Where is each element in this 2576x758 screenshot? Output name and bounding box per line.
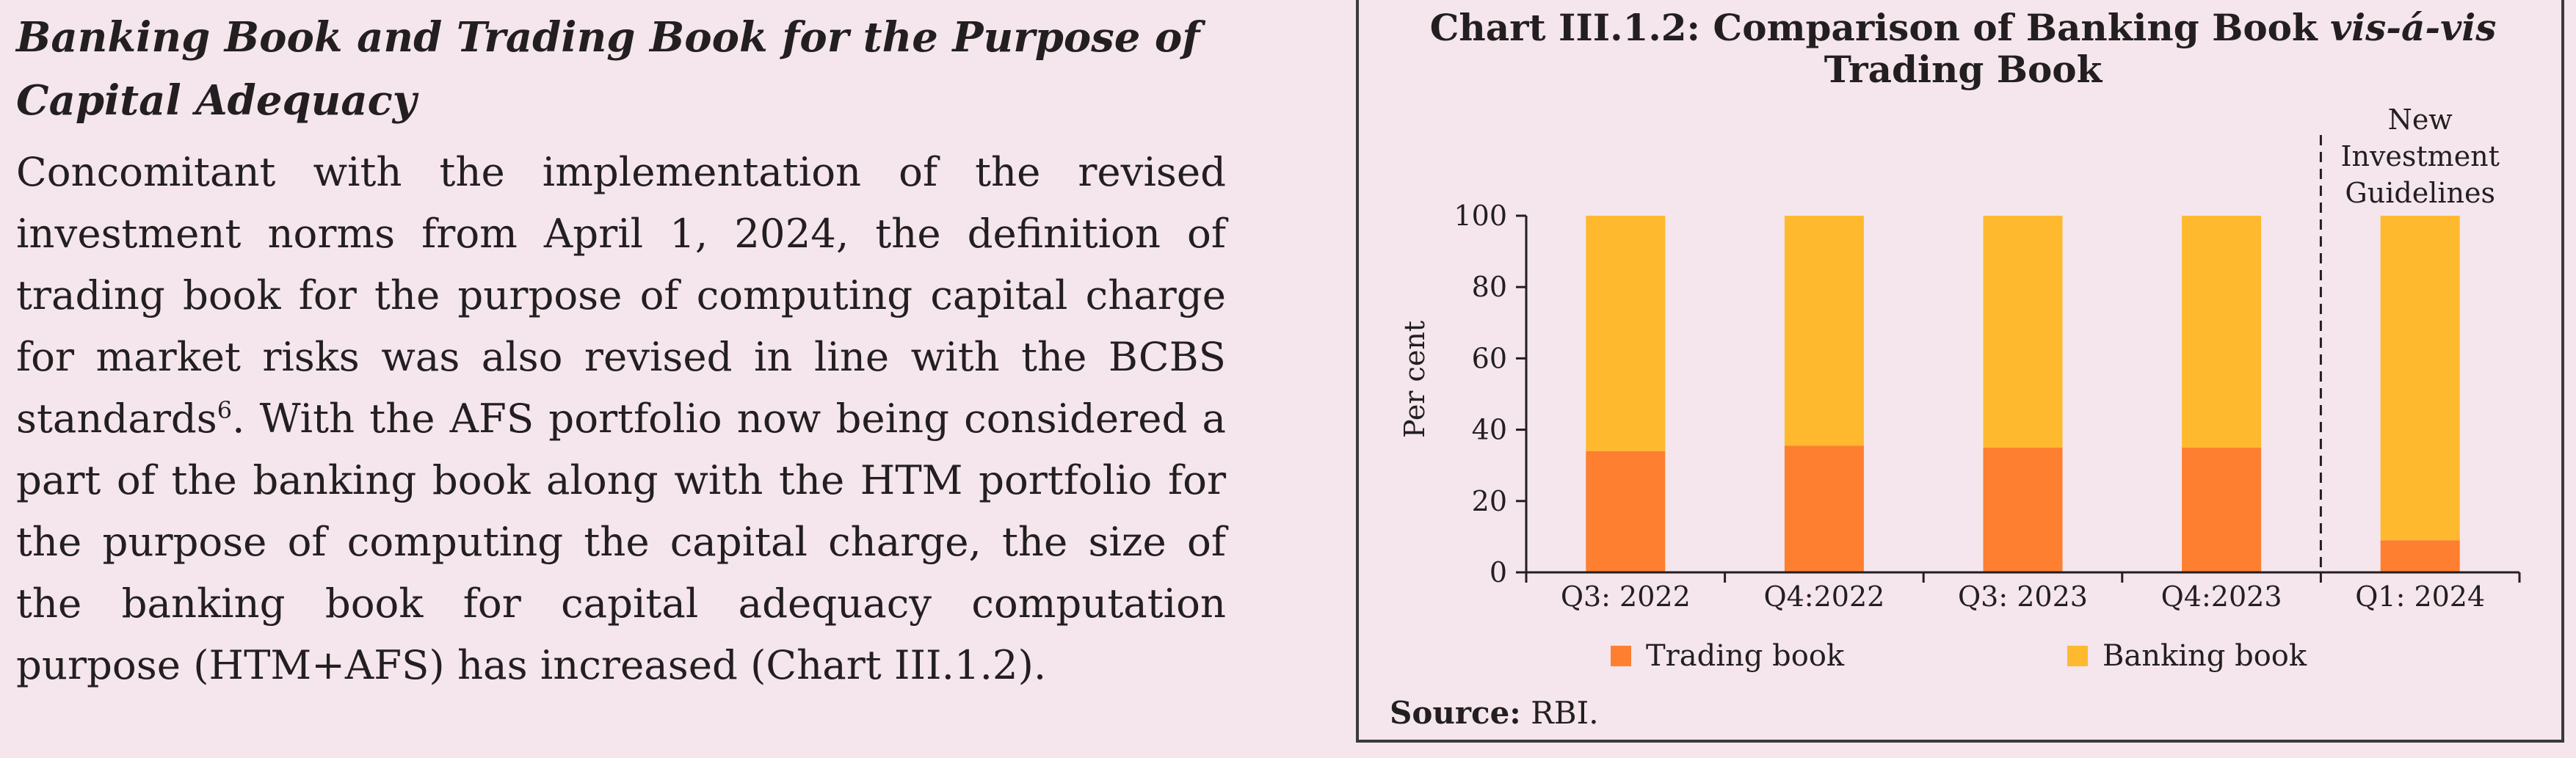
y-tick-label: 60 [1472, 342, 1507, 374]
bars [1586, 216, 2460, 572]
bar-trading-book [1983, 447, 2063, 572]
y-tick-label: 20 [1472, 485, 1507, 517]
legend: Trading book Banking book [1611, 639, 2307, 673]
bar-trading-book [1784, 445, 1864, 572]
chart-title-line1: Chart III.1.2: Comparison of Banking Boo… [1430, 6, 2497, 49]
annotation-label: New [2388, 103, 2453, 136]
x-tick-label: Q3: 2022 [1561, 580, 1691, 613]
y-tick-label: 40 [1472, 414, 1507, 446]
bar-trading-book [2380, 540, 2460, 572]
bar-banking-book [1586, 216, 1666, 451]
paragraph-text-part2: . With the AFS portfolio now being consi… [16, 395, 1226, 688]
chart-title-line2: Trading Book [1824, 48, 2103, 91]
bar-banking-book [1983, 216, 2063, 448]
body-paragraph: Concomitant with the implementation of t… [16, 141, 1226, 696]
bar-trading-book [2182, 447, 2262, 572]
bar-trading-book [1586, 451, 1666, 572]
legend-label-banking-book: Banking book [2102, 639, 2307, 673]
x-tick-label: Q4:2022 [1763, 580, 1884, 613]
section-heading: Banking Book and Trading Book for the Pu… [16, 13, 1200, 125]
x-tick-label: Q3: 2023 [1958, 580, 2088, 613]
bar-banking-book [2182, 216, 2262, 448]
chart-svg: Chart III.1.2: Comparison of Banking Boo… [1390, 6, 2521, 731]
x-axis: Q3: 2022 Q4:2022 Q3: 2023 Q4:2023 Q1: 2024 [1525, 571, 2521, 613]
y-tick-label: 0 [1490, 556, 1507, 588]
y-axis: 0 20 40 60 80 100 [1454, 200, 1528, 588]
paragraph-text-part1: Concomitant with the implementation of t… [16, 148, 1226, 442]
chart-box: Chart III.1.2: Comparison of Banking Boo… [1356, 0, 2564, 743]
bar-banking-book [1784, 216, 1864, 446]
y-axis-label: Per cent [1398, 321, 1431, 438]
x-tick-label: Q4:2023 [2161, 580, 2282, 613]
legend-label-trading-book: Trading book [1646, 639, 1845, 673]
annotation-label: Investment [2340, 140, 2499, 172]
text-column: Banking Book and Trading Book for the Pu… [16, 6, 1226, 696]
legend-swatch-trading-book [1611, 646, 1631, 666]
annotation-label: Guidelines [2345, 177, 2495, 209]
y-tick-label: 80 [1472, 271, 1507, 303]
annotation: New Investment Guidelines [2319, 103, 2500, 572]
legend-swatch-banking-book [2067, 646, 2088, 666]
bar-banking-book [2380, 216, 2460, 541]
footnote-reference[interactable]: 6 [217, 396, 233, 424]
source-note: Source: RBI. [1390, 695, 1599, 731]
y-tick-label: 100 [1454, 200, 1507, 232]
x-tick-label: Q1: 2024 [2355, 580, 2485, 613]
